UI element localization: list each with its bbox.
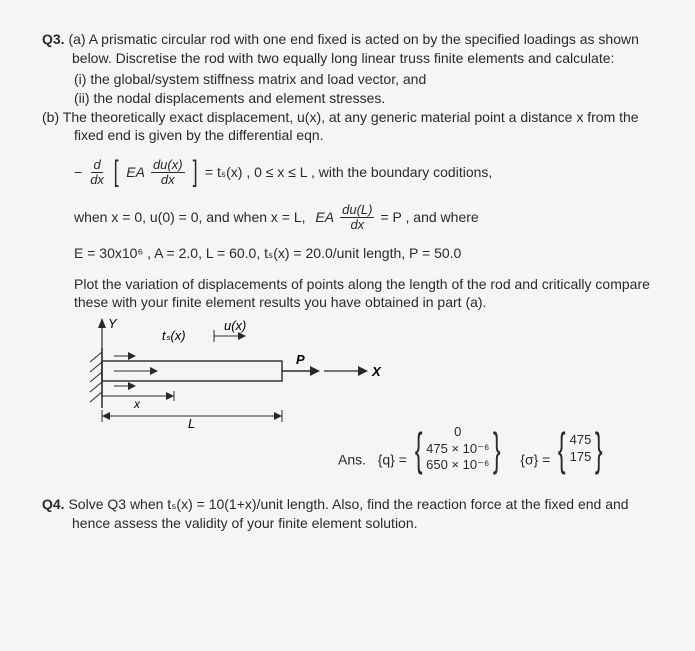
- q3-intro: Q3. (a) A prismatic circular rod with on…: [72, 30, 653, 68]
- bc1-tail: = P , and where: [380, 208, 478, 227]
- diag-xdim: x: [133, 397, 141, 411]
- q3a-intro-text: A prismatic circular rod with one end fi…: [72, 31, 639, 66]
- q3-label: Q3.: [42, 31, 65, 47]
- boundary-cond: when x = 0, u(0) = 0, and when x = L, EA…: [74, 203, 653, 231]
- q-val-1: 475 × 10⁻⁶: [426, 441, 489, 457]
- q-brace: { 0 475 × 10⁻⁶ 650 × 10⁻⁶ }: [411, 424, 505, 473]
- ii-label: (ii): [74, 90, 90, 106]
- bc1: when x = 0, u(0) = 0, and when x = L,: [74, 208, 306, 227]
- s-val-1: 175: [570, 449, 592, 465]
- q3b-text: The theoretically exact displacement, u(…: [63, 109, 639, 144]
- plot-para: Plot the variation of displacements of p…: [74, 275, 653, 313]
- q-val-2: 650 × 10⁻⁶: [426, 457, 489, 473]
- s-val-0: 475: [570, 432, 592, 448]
- q4-label: Q4.: [42, 496, 65, 512]
- q4: Q4. Solve Q3 when tₛ(x) = 10(1+x)/unit l…: [72, 495, 653, 533]
- i-text: the global/system stiffness matrix and l…: [90, 71, 426, 87]
- diag-u: u(x): [224, 318, 246, 333]
- q3b-label: (b): [42, 109, 59, 125]
- answer-block: Ans. {q} = { 0 475 × 10⁻⁶ 650 × 10⁻⁶ } {…: [338, 424, 653, 473]
- diag-y: Y: [108, 318, 118, 331]
- diag-x: X: [371, 364, 382, 379]
- eq1-tail: = tₛ(x) , 0 ≤ x ≤ L , with the boundary …: [205, 163, 492, 182]
- diag-l: L: [188, 416, 195, 428]
- q3a-label: (a): [68, 31, 85, 47]
- diff-eqn: − ddx [ EA du(x)dx ] = tₛ(x) , 0 ≤ x ≤ L…: [74, 157, 653, 187]
- q3a-i: (i) the global/system stiffness matrix a…: [102, 70, 653, 89]
- s-brace: { 475 175 }: [554, 429, 606, 469]
- params: E = 30x10⁶ , A = 2.0, L = 60.0, tₛ(x) = …: [74, 244, 653, 263]
- q-val-0: 0: [426, 424, 489, 440]
- q3a-ii: (ii) the nodal displacements and element…: [102, 89, 653, 108]
- q3b: (b) The theoretically exact displacement…: [74, 108, 653, 146]
- diag-ts: tₛ(x): [162, 328, 186, 343]
- ans-label: Ans.: [338, 452, 366, 468]
- diag-p: P: [296, 352, 305, 367]
- rod-diagram: Y tₛ(x) u(x) P X x L: [74, 318, 394, 428]
- s-sym: {σ} =: [520, 452, 550, 468]
- ii-text: the nodal displacements and element stre…: [93, 90, 385, 106]
- q4-text: Solve Q3 when tₛ(x) = 10(1+x)/unit lengt…: [68, 496, 628, 531]
- i-label: (i): [74, 71, 86, 87]
- q-sym: {q} =: [378, 452, 407, 468]
